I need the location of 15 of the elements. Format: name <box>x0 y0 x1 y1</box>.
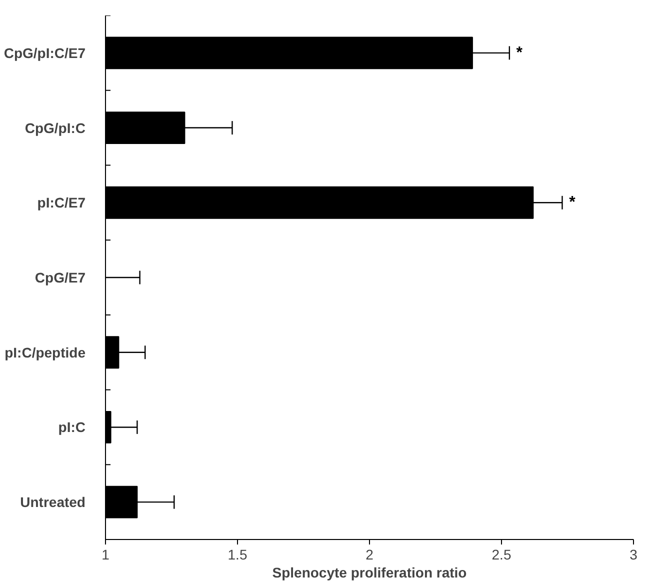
y-tick-label: pI:C <box>58 419 86 436</box>
x-tick-label: 1 <box>102 546 110 562</box>
y-tick-label: CpG/E7 <box>34 270 86 286</box>
y-tick-label: pI:C/peptide <box>4 344 86 360</box>
data-label: * <box>569 194 576 212</box>
y-tick-label: pI:C/E7 <box>37 194 86 211</box>
x-tick-label: 1.5 <box>228 546 248 562</box>
y-tick-label: Untreated <box>20 494 86 510</box>
y-tick-label: CpG/pI:C <box>24 120 86 136</box>
data-label: * <box>516 44 524 62</box>
x-tick-label: 2 <box>366 546 374 562</box>
x-axis-title: Splenocyte proliferation ratio <box>272 564 467 580</box>
x-tick-label: 2.5 <box>492 546 512 562</box>
x-tick-label: 3 <box>630 546 638 562</box>
y-tick-label: CpG/pI:C/E7 <box>4 44 86 61</box>
